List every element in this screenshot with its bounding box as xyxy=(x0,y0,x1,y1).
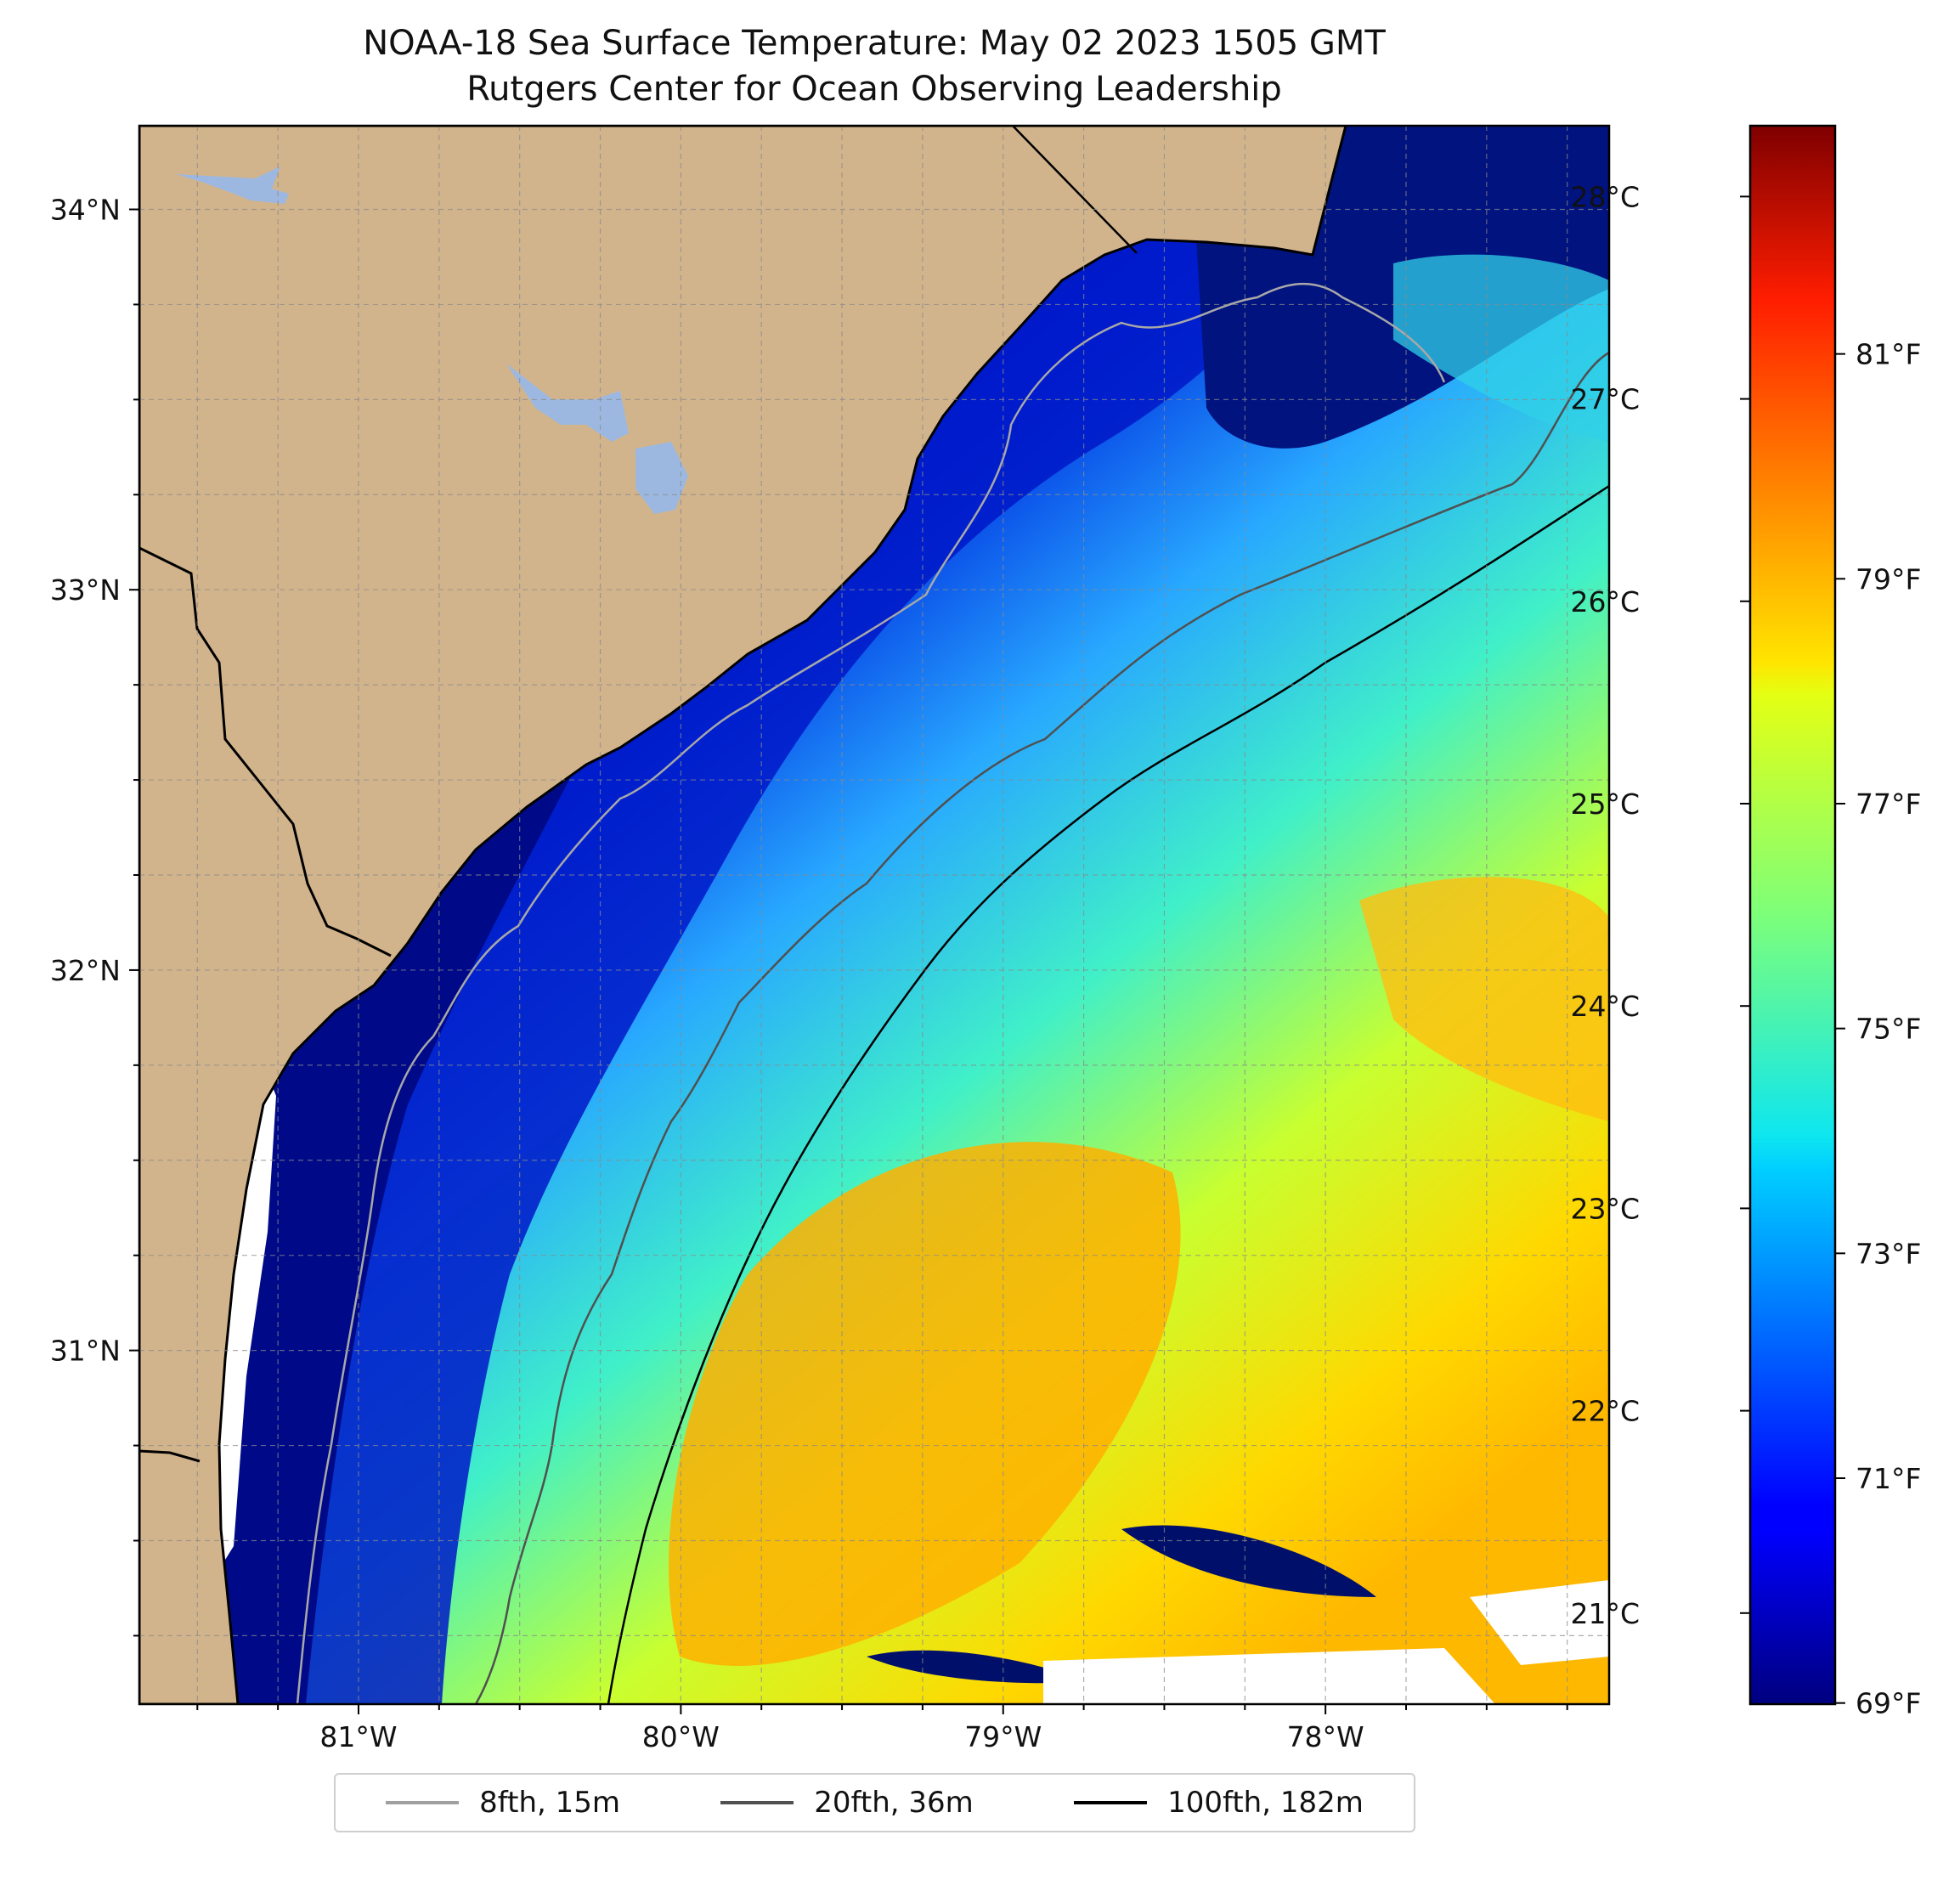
fahrenheit-label: 73°F xyxy=(1856,1237,1921,1270)
fahrenheit-label: 77°F xyxy=(1856,788,1921,821)
state-border-ga-fl xyxy=(139,1449,201,1463)
fahrenheit-label: 81°F xyxy=(1856,338,1921,371)
legend-label: 100fth, 182m xyxy=(1167,1786,1364,1820)
celsius-label: 26°C xyxy=(1570,585,1640,618)
latitude-label: 31°N xyxy=(50,1335,121,1368)
no-data-patch xyxy=(1470,1580,1609,1665)
legend-label: 20fth, 36m xyxy=(814,1786,974,1820)
fahrenheit-label: 75°F xyxy=(1856,1013,1921,1046)
isobath-100fth xyxy=(607,484,1609,1704)
legend-label: 8fth, 15m xyxy=(479,1786,621,1820)
celsius-label: 27°C xyxy=(1570,383,1640,416)
latitude-label: 32°N xyxy=(50,954,121,987)
celsius-label: 23°C xyxy=(1570,1192,1640,1225)
map-panel xyxy=(139,126,1609,1704)
isobath-20fth xyxy=(474,351,1609,1704)
map-frame xyxy=(138,124,1611,1706)
map-axes: 81°W 80°W 79°W 78°W 34°N 33°N 32°N 31°N xyxy=(50,193,1568,1753)
isobath-8fth xyxy=(296,282,1446,1704)
northeast-eddy xyxy=(1393,254,1609,442)
cold-filament xyxy=(1121,1525,1376,1597)
celsius-label: 28°C xyxy=(1570,180,1640,213)
state-border-nc-sc xyxy=(1012,126,1138,254)
map-title: NOAA-18 Sea Surface Temperature: May 02 … xyxy=(363,24,1386,63)
fahrenheit-label: 71°F xyxy=(1856,1462,1921,1495)
fahrenheit-label: 69°F xyxy=(1856,1687,1921,1720)
celsius-label: 24°C xyxy=(1570,990,1640,1023)
gridlines xyxy=(139,126,1609,1704)
cold-filament xyxy=(867,1650,1087,1684)
no-data-patch xyxy=(1043,1648,1495,1704)
lake-marion xyxy=(506,364,629,442)
lake xyxy=(176,167,289,204)
latitude-label: 34°N xyxy=(50,193,121,226)
longitude-label: 79°W xyxy=(964,1720,1042,1753)
isobath-legend: 8fth, 15m 20fth, 36m 100fth, 182m xyxy=(334,1773,1415,1832)
lake-moultrie xyxy=(635,442,688,514)
warm-core xyxy=(669,1142,1181,1666)
legend-swatch xyxy=(1074,1801,1148,1804)
legend-swatch xyxy=(720,1801,794,1804)
map-subtitle: Rutgers Center for Ocean Observing Leade… xyxy=(466,70,1282,109)
legend-entry-20fth: 20fth, 36m xyxy=(720,1786,974,1820)
state-border-sc-ga xyxy=(139,546,392,957)
fahrenheit-label: 79°F xyxy=(1856,562,1921,596)
legend-swatch xyxy=(386,1801,460,1804)
warm-patch-east xyxy=(1359,877,1609,1121)
celsius-label: 25°C xyxy=(1570,788,1640,821)
longitude-label: 80°W xyxy=(642,1720,720,1753)
legend-entry-8fth: 8fth, 15m xyxy=(386,1786,620,1820)
legend-entry-100fth: 100fth, 182m xyxy=(1074,1786,1364,1820)
latitude-label: 33°N xyxy=(50,573,121,607)
land-mass xyxy=(139,126,1347,1704)
colorbar-ticks: 28°C 27°C 26°C 25°C 24°C 23°C 22°C 21°C 81°F 79°F… xyxy=(1570,180,1921,1719)
colorbar xyxy=(1748,124,1837,1706)
longitude-label: 78°W xyxy=(1287,1720,1364,1753)
celsius-label: 22°C xyxy=(1570,1395,1640,1428)
longitude-label: 81°W xyxy=(319,1720,397,1753)
celsius-label: 21°C xyxy=(1570,1597,1640,1630)
